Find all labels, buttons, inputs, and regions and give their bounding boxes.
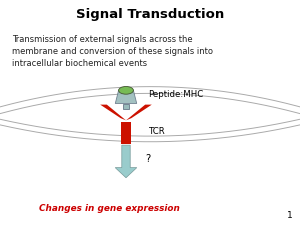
Polygon shape: [115, 90, 137, 104]
Text: 1: 1: [287, 212, 292, 220]
Polygon shape: [115, 145, 137, 178]
Text: ?: ?: [146, 154, 151, 164]
Polygon shape: [100, 105, 126, 120]
Text: Transmission of external signals across the
membrane and conversion of these sig: Transmission of external signals across …: [12, 35, 213, 68]
Polygon shape: [126, 105, 152, 120]
Polygon shape: [124, 104, 128, 109]
Polygon shape: [121, 122, 131, 144]
Text: Changes in gene expression: Changes in gene expression: [39, 204, 180, 213]
Text: Peptide:MHC: Peptide:MHC: [148, 90, 204, 99]
Ellipse shape: [118, 86, 134, 94]
Text: TCR: TCR: [148, 127, 165, 136]
Text: Signal Transduction: Signal Transduction: [76, 8, 224, 21]
